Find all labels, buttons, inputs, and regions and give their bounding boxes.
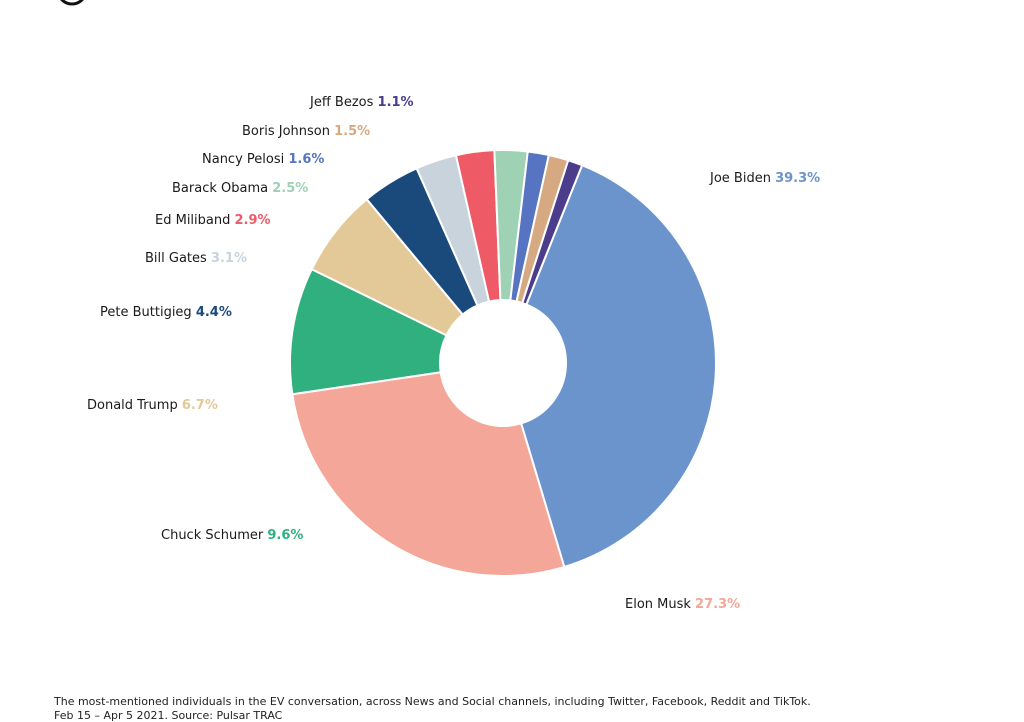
label-value: 4.4% <box>196 305 232 320</box>
label-boris-johnson: Boris Johnson 1.5% <box>242 124 370 139</box>
label-barack-obama: Barack Obama 2.5% <box>172 181 308 196</box>
label-name: Donald Trump <box>87 398 182 413</box>
slice-elon-musk <box>291 371 566 577</box>
chart-footnote: The most-mentioned individuals in the EV… <box>54 695 811 708</box>
label-name: Barack Obama <box>172 181 272 196</box>
label-name: Bill Gates <box>145 251 211 266</box>
label-ed-miliband: Ed Miliband 2.9% <box>155 213 271 228</box>
label-value: 39.3% <box>775 171 820 186</box>
label-value: 1.5% <box>334 124 370 139</box>
label-name: Nancy Pelosi <box>202 152 288 167</box>
label-value: 1.6% <box>288 152 324 167</box>
label-chuck-schumer: Chuck Schumer 9.6% <box>161 528 303 543</box>
label-value: 2.5% <box>272 181 308 196</box>
label-name: Pete Buttigieg <box>100 305 196 320</box>
label-jeff-bezos: Jeff Bezos 1.1% <box>309 95 414 110</box>
chart-footnote-dates: Feb 15 – Apr 5 2021. Source: Pulsar TRAC <box>54 709 283 722</box>
label-value: 1.1% <box>378 95 414 110</box>
label-joe-biden: Joe Biden 39.3% <box>709 171 820 186</box>
label-name: Jeff Bezos <box>309 95 378 110</box>
label-value: 2.9% <box>235 213 271 228</box>
label-name: Elon Musk <box>625 597 695 612</box>
donut-chart: Joe Biden 39.3% Elon Musk 27.3% Chuck Schu… <box>87 95 820 612</box>
slice-joe-biden <box>519 163 717 569</box>
slice-jeff-bezos <box>521 158 584 306</box>
label-value: 3.1% <box>211 251 247 266</box>
label-nancy-pelosi: Nancy Pelosi 1.6% <box>202 152 324 167</box>
label-value: 9.6% <box>267 528 303 543</box>
label-elon-musk: Elon Musk 27.3% <box>625 597 740 612</box>
label-value: 6.7% <box>182 398 218 413</box>
label-name: Boris Johnson <box>242 124 334 139</box>
slice-chuck-schumer <box>289 267 448 396</box>
label-value: 27.3% <box>695 597 740 612</box>
label-name: Chuck Schumer <box>161 528 267 543</box>
label-bill-gates: Bill Gates 3.1% <box>145 251 247 266</box>
brand-logo-icon <box>60 0 84 6</box>
label-name: Joe Biden <box>709 171 775 186</box>
label-name: Ed Miliband <box>155 213 235 228</box>
label-pete-buttigieg: Pete Buttigieg 4.4% <box>100 305 232 320</box>
label-donald-trump: Donald Trump 6.7% <box>87 398 218 413</box>
